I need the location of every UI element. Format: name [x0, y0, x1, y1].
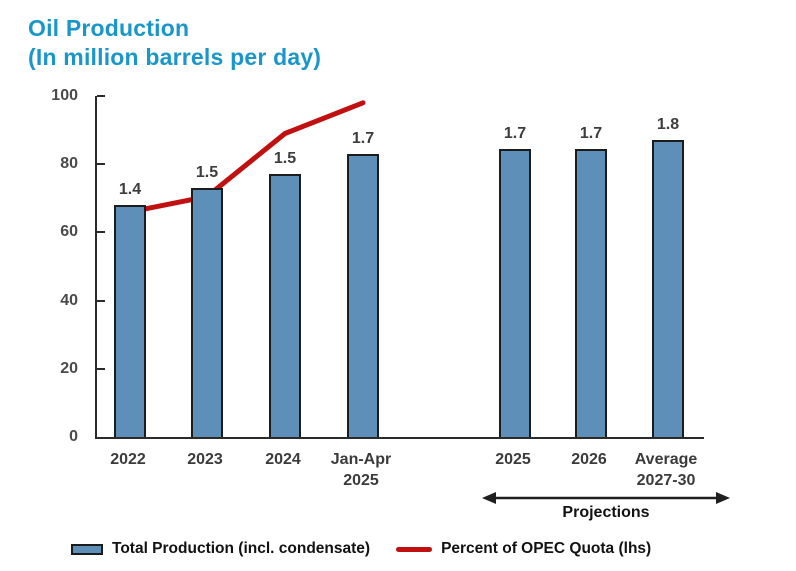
- y-tick-80: [97, 163, 105, 166]
- y-tick-20: [97, 367, 105, 370]
- bar-Jan-Apr 2025: [347, 154, 379, 437]
- y-axis-label-40: 40: [60, 291, 78, 309]
- bar-value-label-Jan-Apr 2025: 1.7: [351, 130, 375, 147]
- legend-bar-swatch: [71, 543, 103, 555]
- x-axis-label-2024: 2024: [265, 451, 301, 468]
- legend: Total Production (incl. condensate) Perc…: [71, 538, 651, 560]
- bar-value-label-Average 2027-30: 1.8: [656, 116, 680, 134]
- y-tick-100: [97, 95, 105, 97]
- opec-quota-polyline: [127, 100, 366, 215]
- bar-2024: [269, 174, 301, 437]
- bar-2022: [114, 205, 146, 437]
- legend-line-swatch: [396, 546, 433, 552]
- projections-arrow-right-head: [716, 492, 730, 504]
- x-axis-label-Average-2027-30: Average 2027-30: [634, 451, 698, 489]
- y-axis-label-80: 80: [60, 155, 78, 173]
- projections-arrow-left-head: [482, 492, 496, 504]
- chart-title: Oil Production: [28, 15, 190, 41]
- y-axis-label-100: 100: [51, 87, 78, 104]
- y-tick-40: [97, 299, 105, 302]
- bar-value-label-2025: 1.7: [503, 124, 527, 142]
- bar-2026: [575, 148, 607, 437]
- bar-value-label-2023: 1.5: [195, 164, 219, 182]
- x-axis-label-Jan-Apr-2025: Jan-Apr 2025: [330, 451, 392, 489]
- bar-Average 2027-30: [652, 140, 684, 437]
- x-axis-label-2026: 2026: [571, 451, 607, 468]
- bar-2023: [191, 188, 223, 437]
- projections-arrow: [482, 492, 730, 504]
- bar-value-label-2024: 1.5: [273, 150, 297, 168]
- projections-label: Projections: [562, 504, 650, 521]
- y-axis-label-20: 20: [60, 359, 78, 377]
- y-tick-60: [97, 231, 105, 234]
- x-axis-label-2025: 2025: [495, 451, 531, 468]
- opec-quota-line: [127, 100, 366, 215]
- legend-bar-label: Total Production (incl. condensate): [112, 540, 371, 557]
- chart-title-block: Oil Production (In million barrels per d…: [28, 14, 321, 72]
- bar-value-label-2026: 1.7: [579, 124, 603, 142]
- x-axis-label-2022: 2022: [110, 451, 146, 468]
- y-axis-label-60: 60: [60, 223, 78, 241]
- y-axis-label-0: 0: [69, 428, 78, 445]
- chart-subtitle: (In million barrels per day): [28, 44, 322, 70]
- x-axis-label-2023: 2023: [187, 451, 223, 468]
- bar-value-label-2022: 1.4: [118, 181, 142, 199]
- plot-area: 1.4 1.5 1.5 1.7 1.7 1.7 1.8: [95, 95, 704, 439]
- legend-line-label: Percent of OPEC Quota (lhs): [441, 540, 652, 557]
- bar-2025: [499, 148, 531, 437]
